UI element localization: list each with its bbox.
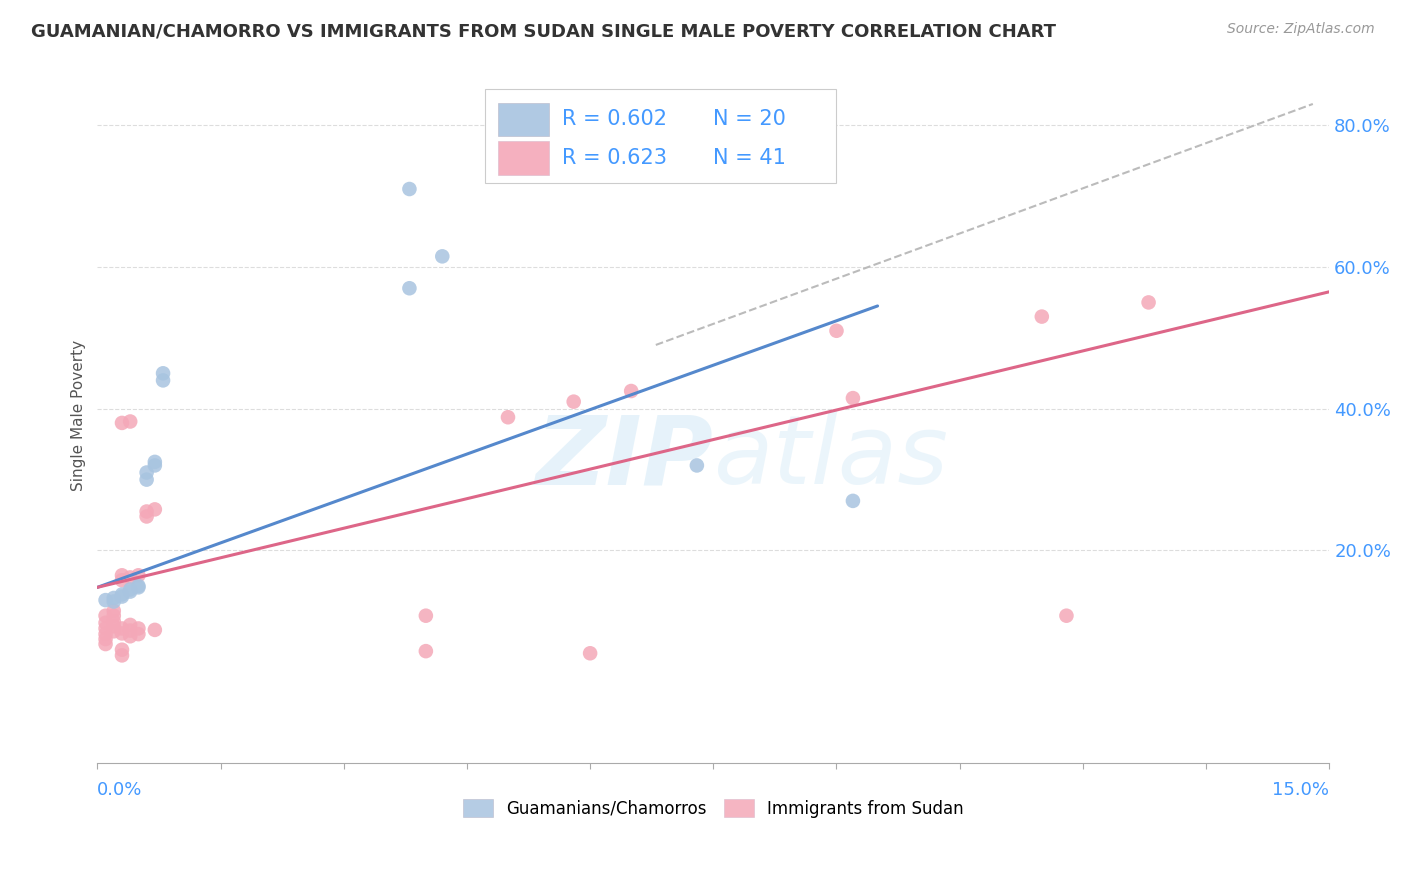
Point xyxy=(842,391,865,405)
Point xyxy=(127,627,149,641)
Point xyxy=(127,580,149,594)
Legend: Guamanians/Chamorros, Immigrants from Sudan: Guamanians/Chamorros, Immigrants from Su… xyxy=(457,793,970,824)
Point xyxy=(135,466,157,480)
Point xyxy=(496,410,519,425)
Point xyxy=(135,504,157,518)
Point xyxy=(143,623,166,637)
Point xyxy=(111,568,134,582)
Y-axis label: Single Male Poverty: Single Male Poverty xyxy=(72,340,86,491)
Point xyxy=(415,608,437,623)
Point xyxy=(135,509,157,524)
Point xyxy=(143,458,166,473)
Text: 15.0%: 15.0% xyxy=(1272,780,1329,799)
Point xyxy=(143,502,166,516)
Point xyxy=(111,642,134,657)
Point xyxy=(152,373,174,387)
Point xyxy=(120,618,142,632)
FancyBboxPatch shape xyxy=(498,103,550,136)
Text: R = 0.602: R = 0.602 xyxy=(562,109,666,129)
Point xyxy=(1056,608,1078,623)
Point xyxy=(120,415,142,429)
Point xyxy=(103,594,125,608)
Point xyxy=(103,615,125,629)
Point xyxy=(94,615,117,630)
Point xyxy=(825,324,848,338)
FancyBboxPatch shape xyxy=(498,142,550,175)
Point xyxy=(398,182,420,196)
Text: 0.0%: 0.0% xyxy=(97,780,143,799)
Point xyxy=(111,590,134,604)
Point xyxy=(94,622,117,636)
Point xyxy=(579,646,602,660)
Point xyxy=(562,394,585,409)
Text: Source: ZipAtlas.com: Source: ZipAtlas.com xyxy=(1227,22,1375,37)
Point xyxy=(103,604,125,618)
Point xyxy=(94,593,117,607)
Point xyxy=(120,570,142,584)
Point xyxy=(94,627,117,641)
FancyBboxPatch shape xyxy=(485,89,837,183)
Point xyxy=(94,637,117,651)
Point xyxy=(1031,310,1053,324)
Point xyxy=(120,582,142,597)
Point xyxy=(111,574,134,588)
Point xyxy=(120,584,142,599)
Point xyxy=(127,568,149,582)
Point xyxy=(120,624,142,638)
Point xyxy=(94,608,117,623)
Point xyxy=(842,494,865,508)
Point xyxy=(1137,295,1160,310)
Point xyxy=(111,416,134,430)
Point xyxy=(686,458,709,473)
Point xyxy=(103,624,125,639)
Point xyxy=(111,648,134,663)
Point xyxy=(398,281,420,295)
Point xyxy=(127,579,149,593)
Point xyxy=(103,619,125,633)
Text: GUAMANIAN/CHAMORRO VS IMMIGRANTS FROM SUDAN SINGLE MALE POVERTY CORRELATION CHAR: GUAMANIAN/CHAMORRO VS IMMIGRANTS FROM SU… xyxy=(31,22,1056,40)
Point xyxy=(415,644,437,658)
Point xyxy=(111,622,134,636)
Text: atlas: atlas xyxy=(713,411,948,504)
Point xyxy=(620,384,643,398)
Point xyxy=(103,591,125,605)
Point xyxy=(120,629,142,643)
Point xyxy=(94,632,117,646)
Text: R = 0.623: R = 0.623 xyxy=(562,148,666,168)
Point xyxy=(152,366,174,380)
Text: ZIP: ZIP xyxy=(536,411,713,504)
Point xyxy=(111,626,134,640)
Point xyxy=(432,249,454,263)
Point xyxy=(103,608,125,623)
Point xyxy=(135,473,157,487)
Point xyxy=(111,587,134,601)
Text: N = 41: N = 41 xyxy=(713,148,786,168)
Text: N = 20: N = 20 xyxy=(713,109,786,129)
Point xyxy=(127,622,149,636)
Point xyxy=(143,455,166,469)
